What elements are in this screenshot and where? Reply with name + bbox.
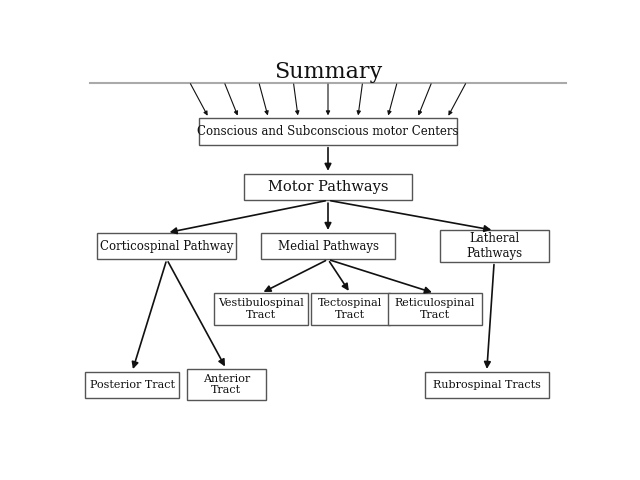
Text: Latheral
Pathways: Latheral Pathways bbox=[466, 232, 522, 260]
FancyBboxPatch shape bbox=[388, 293, 482, 324]
Text: Summary: Summary bbox=[274, 61, 382, 84]
Text: Conscious and Subconscious motor Centers: Conscious and Subconscious motor Centers bbox=[197, 125, 459, 138]
FancyBboxPatch shape bbox=[97, 233, 236, 259]
Text: Medial Pathways: Medial Pathways bbox=[278, 240, 378, 252]
Text: Motor Pathways: Motor Pathways bbox=[268, 180, 388, 194]
FancyBboxPatch shape bbox=[214, 293, 308, 324]
FancyBboxPatch shape bbox=[187, 369, 266, 400]
Text: Vestibulospinal
Tract: Vestibulospinal Tract bbox=[218, 298, 304, 320]
Text: Rubrospinal Tracts: Rubrospinal Tracts bbox=[433, 380, 541, 390]
FancyBboxPatch shape bbox=[244, 174, 412, 200]
Text: Tectospinal
Tract: Tectospinal Tract bbox=[318, 298, 383, 320]
FancyBboxPatch shape bbox=[310, 293, 390, 324]
FancyBboxPatch shape bbox=[199, 118, 457, 145]
FancyBboxPatch shape bbox=[440, 230, 548, 262]
Text: Posterior Tract: Posterior Tract bbox=[90, 380, 175, 390]
Text: Corticospinal Pathway: Corticospinal Pathway bbox=[100, 240, 234, 252]
FancyBboxPatch shape bbox=[85, 372, 179, 397]
FancyBboxPatch shape bbox=[261, 233, 395, 259]
Text: Reticulospinal
Tract: Reticulospinal Tract bbox=[394, 298, 475, 320]
FancyBboxPatch shape bbox=[425, 372, 548, 397]
Text: Anterior
Tract: Anterior Tract bbox=[203, 374, 250, 396]
